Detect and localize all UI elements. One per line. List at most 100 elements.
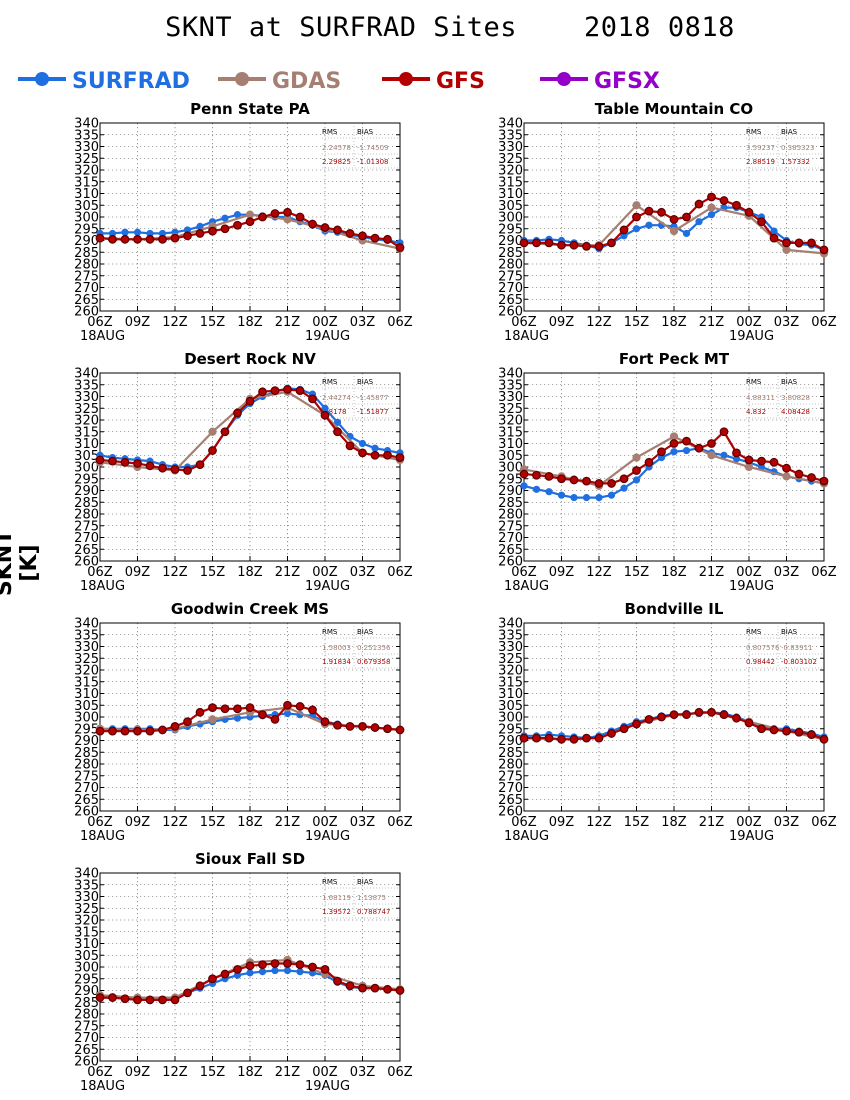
data-point-gfs — [333, 225, 342, 235]
x-tick-label: 18Z — [661, 815, 687, 830]
x-tick-label: 06Z — [811, 815, 837, 830]
data-point-gfs — [644, 457, 654, 467]
panel-fort-peck: Fort Peck MT 260 265 270 275 280 285 290 295 300 3… — [464, 348, 850, 594]
y-tick-label: 320 — [498, 164, 523, 179]
y-tick-label: 315 — [498, 175, 523, 190]
legend-label-gfs: GFS — [436, 69, 485, 94]
y-tick-label: 305 — [74, 949, 99, 964]
data-point-gfs — [395, 243, 405, 252]
y-tick-label: 325 — [74, 652, 99, 667]
data-point-surfrad — [532, 485, 541, 493]
y-tick-label: 300 — [74, 211, 99, 226]
data-point-gfs — [245, 396, 255, 406]
grid — [100, 373, 400, 561]
data-point-gfs — [769, 233, 779, 243]
y-tick-label: 290 — [498, 734, 523, 749]
data-point-gfs — [794, 727, 804, 737]
y-tick-label: 305 — [498, 449, 523, 464]
data-point-gfs — [807, 238, 816, 248]
series-gfs — [95, 207, 405, 252]
data-point-gfs — [607, 238, 616, 248]
data-point-surfrad — [296, 968, 304, 976]
data-point-gfs — [195, 460, 205, 470]
y-tick-label: 260 — [498, 305, 523, 320]
legend-marker-gdas — [235, 72, 249, 86]
y-tick-label: 305 — [74, 699, 99, 714]
stats-rms-value: 1.68119 — [322, 894, 351, 902]
x-tick-label: 00Z — [312, 1065, 338, 1080]
data-point-gfs — [270, 714, 280, 724]
y-tick-label: 275 — [74, 269, 99, 284]
x-tick-label: 06Z — [511, 815, 537, 830]
data-point-gfs — [744, 207, 754, 217]
y-tick-label: 260 — [498, 555, 523, 570]
y-tick-label: 340 — [498, 617, 523, 632]
x-tick-label: 15Z — [624, 565, 650, 580]
data-point-gfs — [258, 710, 267, 720]
grid — [524, 123, 824, 311]
data-point-gfs — [694, 707, 704, 717]
data-point-gfs — [333, 427, 342, 437]
chart-legend: SURFRAD GDAS GFS GFSX — [0, 62, 850, 98]
data-point-gfs — [632, 212, 641, 222]
data-point-gfs — [170, 464, 180, 474]
x-tick-label: 03Z — [350, 1065, 376, 1080]
data-point-gfs — [732, 200, 741, 210]
x-tick-label: 18Z — [237, 315, 263, 330]
data-point-surfrad — [632, 476, 641, 484]
stats-header-rms: RMS — [322, 378, 338, 386]
x-date-label: 18AUG — [504, 329, 549, 344]
stats-header-bias: BIAS — [357, 878, 374, 886]
data-point-gfs — [308, 962, 317, 972]
data-point-gfs — [370, 233, 380, 243]
data-point-gfs — [283, 385, 292, 394]
data-point-gfs — [145, 995, 155, 1005]
y-tick-label: 325 — [498, 652, 523, 667]
y-tick-label: 270 — [74, 781, 99, 796]
data-point-surfrad — [682, 229, 691, 238]
stats-rms-value: 1.91834 — [322, 658, 351, 666]
y-tick-label: 315 — [498, 425, 523, 440]
stats-header-rms: RMS — [746, 628, 762, 636]
y-tick-label: 285 — [74, 246, 99, 261]
data-point-gfs — [707, 192, 716, 202]
data-point-surfrad — [620, 484, 628, 492]
x-tick-label: 15Z — [624, 815, 650, 830]
data-point-gfs — [233, 704, 242, 714]
stats-bias-value: 0.385323 — [781, 144, 814, 152]
y-tick-label: 290 — [498, 234, 523, 249]
data-point-gfs — [383, 984, 392, 994]
data-point-surfrad — [557, 491, 566, 499]
data-point-gfs — [358, 231, 367, 241]
data-point-gfs — [120, 726, 130, 736]
data-point-surfrad — [133, 228, 142, 236]
grid — [100, 873, 400, 1061]
data-point-gfs — [333, 720, 342, 730]
stats-box: RMS BIAS 1.58003 0.251356 1.91834 0.679358 — [322, 626, 398, 669]
stats-bias-value: 1.57332 — [781, 158, 810, 166]
y-tick-label: 290 — [74, 484, 99, 499]
data-point-gfs — [707, 707, 716, 717]
y-tick-label: 310 — [74, 937, 99, 952]
stats-bias-value: -1.51877 — [357, 408, 388, 416]
data-point-gfs — [782, 726, 791, 736]
stats-header-bias: BIAS — [781, 378, 798, 386]
data-point-gfs — [607, 479, 616, 488]
y-tick-label: 270 — [74, 1031, 99, 1046]
stats-bias-value: -0.83911 — [781, 644, 812, 652]
y-tick-label: 275 — [498, 269, 523, 284]
data-point-gfs — [220, 427, 230, 437]
y-tick-label: 285 — [74, 746, 99, 761]
x-tick-label: 21Z — [699, 815, 725, 830]
y-tick-label: 325 — [498, 402, 523, 417]
x-tick-label: 15Z — [200, 315, 226, 330]
y-tick-label: 310 — [498, 437, 523, 452]
data-point-gfs — [358, 983, 367, 993]
data-point-surfrad — [570, 493, 578, 502]
stats-header-bias: BIAS — [781, 128, 798, 136]
y-tick-label: 295 — [74, 472, 99, 487]
chart-svg-4: Goodwin Creek MS 260265270275280285290295… — [74, 600, 413, 844]
data-point-gfs — [258, 387, 267, 397]
data-point-gdas — [707, 203, 716, 212]
y-tick-label: 295 — [74, 972, 99, 987]
